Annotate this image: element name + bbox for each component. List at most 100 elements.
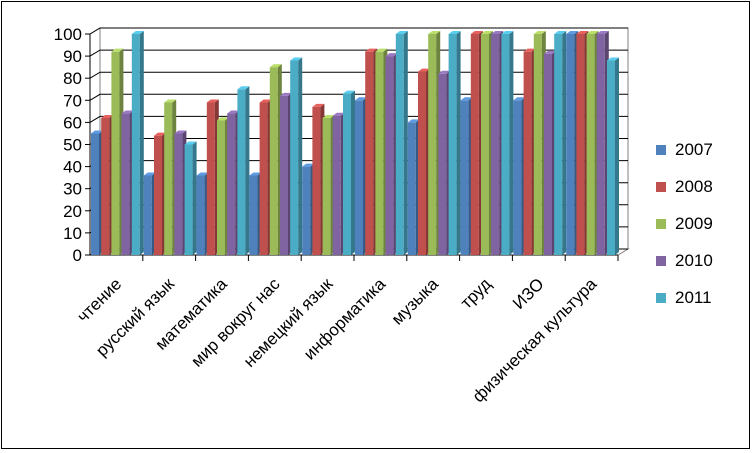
y-tick-label: 100 xyxy=(54,25,82,44)
bar-front xyxy=(249,175,258,255)
bar-side xyxy=(139,31,144,255)
bar xyxy=(395,31,408,255)
x-tick-label: ИЗО xyxy=(509,274,548,313)
legend-label: 2010 xyxy=(675,251,713,270)
legend-label: 2011 xyxy=(675,288,712,307)
bar xyxy=(448,31,461,255)
x-tick-label: чтение xyxy=(73,274,125,326)
bar-front xyxy=(554,34,563,255)
bar-front xyxy=(217,120,225,255)
bar-top xyxy=(491,31,504,34)
bar-side xyxy=(509,31,514,255)
bar-top xyxy=(523,48,536,52)
bar-top xyxy=(438,70,451,74)
bar-top xyxy=(395,31,408,34)
bar-top xyxy=(566,31,579,34)
bar-side xyxy=(562,31,567,255)
bar-front xyxy=(332,115,341,256)
bar-top xyxy=(428,31,441,34)
bar xyxy=(343,90,355,255)
bar-front xyxy=(196,175,205,255)
bar-front xyxy=(111,51,120,256)
legend-swatch xyxy=(656,293,666,303)
bar-top xyxy=(91,130,103,134)
bar-top xyxy=(237,86,250,90)
legend-label: 2009 xyxy=(675,214,713,233)
bar-top xyxy=(249,172,262,176)
bar-front xyxy=(343,93,351,255)
bar-top xyxy=(343,90,355,94)
bar-front xyxy=(365,51,374,256)
bar-top xyxy=(501,31,514,34)
bar-front xyxy=(460,100,469,255)
bar-front xyxy=(101,117,110,255)
y-tick-label: 0 xyxy=(73,246,82,265)
bar-front xyxy=(566,34,575,255)
y-tick-label: 90 xyxy=(63,47,82,66)
bar-top xyxy=(407,119,420,123)
bar-top xyxy=(259,99,272,103)
bar-front xyxy=(174,133,183,255)
bar xyxy=(290,57,303,255)
bar-side xyxy=(615,57,619,255)
bar-side xyxy=(298,57,303,255)
bar-top xyxy=(418,68,430,72)
bar-front xyxy=(227,113,236,255)
bar-front xyxy=(481,34,489,255)
bar-top xyxy=(111,48,124,52)
y-tick-label: 50 xyxy=(63,136,82,155)
bar-front xyxy=(131,34,140,255)
bar-top xyxy=(184,141,197,145)
bar-top xyxy=(154,132,166,136)
bar-front xyxy=(91,133,99,255)
y-tick-labels: 0 10 20 30 40 50 60 70 80 90 100 xyxy=(54,25,82,265)
bar-top xyxy=(290,57,303,61)
bar-front xyxy=(280,95,288,255)
y-tick-label: 40 xyxy=(63,158,82,177)
bar-side xyxy=(351,90,355,255)
bar-top xyxy=(385,53,398,57)
bar-side xyxy=(245,86,250,255)
bar-top xyxy=(470,31,483,34)
bar xyxy=(501,31,514,255)
bar-front xyxy=(438,73,447,255)
legend-swatch xyxy=(656,256,666,266)
bar xyxy=(554,31,567,255)
x-tick-label: немецкий язык xyxy=(240,274,337,371)
legend-label: 2008 xyxy=(675,177,713,196)
bar-top xyxy=(302,163,315,167)
y-tick-label: 60 xyxy=(63,113,82,132)
gridline xyxy=(89,27,628,35)
bar-top xyxy=(280,92,292,96)
bar-top xyxy=(586,31,599,34)
bar-top xyxy=(596,31,609,34)
bar-front xyxy=(302,166,311,255)
bar-front xyxy=(586,34,595,255)
legend-label: 2007 xyxy=(675,140,713,159)
bar-front xyxy=(385,56,394,255)
bar xyxy=(131,31,144,255)
bar-front xyxy=(237,89,246,255)
y-tick-label: 30 xyxy=(63,180,82,199)
bar-front xyxy=(470,34,479,255)
bar xyxy=(174,130,187,255)
y-tick-label: 80 xyxy=(63,69,82,88)
bar-top xyxy=(576,31,589,34)
bar-top xyxy=(533,31,546,34)
bar-top xyxy=(217,117,229,121)
bar-top xyxy=(513,97,526,101)
legend-swatch xyxy=(656,219,666,229)
bar-front xyxy=(259,102,268,255)
bar-front xyxy=(513,100,522,255)
bar-front xyxy=(355,100,363,255)
bar-top xyxy=(375,48,388,52)
bar-top xyxy=(322,114,335,118)
bar-side xyxy=(192,141,197,255)
bar-top xyxy=(196,172,209,176)
bar-top xyxy=(143,172,156,176)
y-tick-label: 20 xyxy=(63,202,82,221)
legend-swatch xyxy=(656,182,666,192)
